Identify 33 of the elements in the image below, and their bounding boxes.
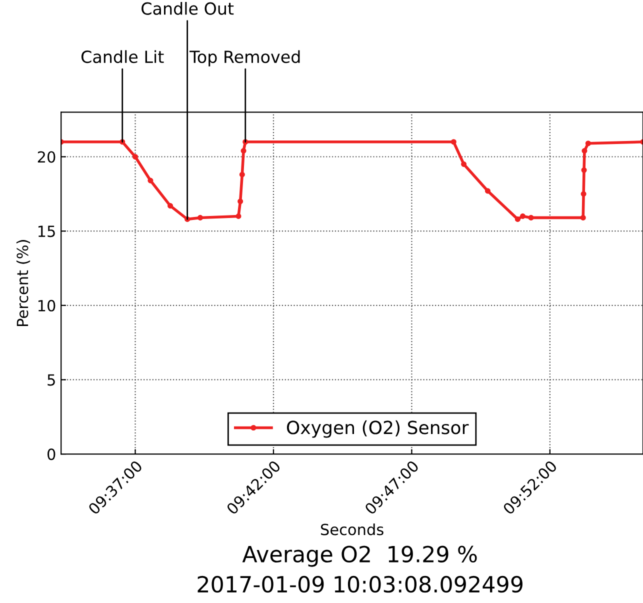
point	[460, 161, 467, 167]
point	[514, 216, 520, 222]
annotation: Candle Lit	[81, 50, 164, 64]
point	[238, 198, 244, 204]
point	[132, 154, 138, 160]
point	[582, 148, 588, 154]
annotation: Top Removed	[190, 50, 300, 66]
y-tick-label: 5	[48, 374, 55, 386]
y-tick-label: 0	[48, 448, 56, 460]
y-tick-label: 10	[38, 300, 56, 312]
y-tick-label: 15	[38, 226, 55, 238]
point	[236, 213, 242, 219]
point	[528, 214, 534, 220]
point	[484, 188, 491, 194]
legend-label: Oxygen (O2) Sensor	[286, 420, 469, 438]
point	[580, 191, 586, 197]
line-series	[61, 139, 643, 222]
x-axis-title: Seconds	[320, 523, 384, 536]
y-tick-label: 20	[38, 151, 56, 163]
point	[520, 213, 526, 219]
point	[148, 178, 154, 184]
text: Average O2 19.29 %	[242, 546, 477, 567]
point	[450, 139, 456, 145]
point	[240, 148, 246, 154]
point	[168, 203, 174, 209]
annotation: Candle Out	[142, 2, 234, 15]
point	[197, 214, 204, 220]
point	[239, 172, 245, 178]
point	[585, 140, 591, 146]
point	[580, 214, 586, 220]
y-axis-title: Percent (%)	[16, 240, 30, 326]
text: 2017-01-09 10:03:08.092499	[198, 576, 522, 593]
point	[581, 167, 587, 173]
